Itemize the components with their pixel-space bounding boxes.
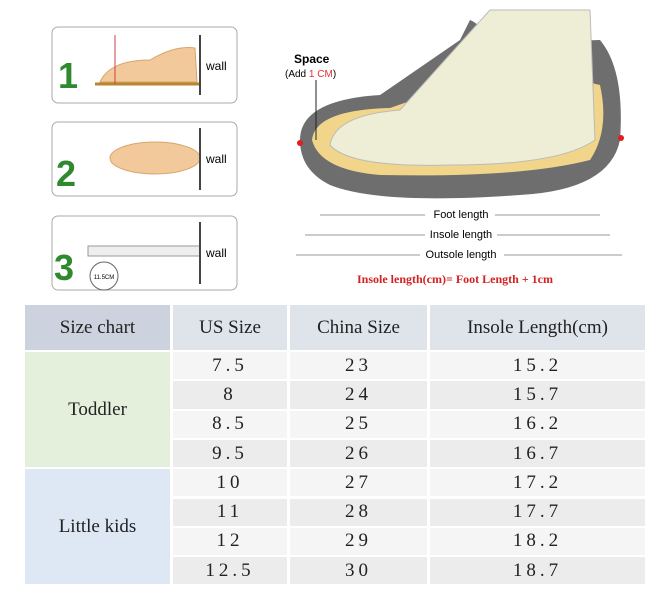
data-cell: 24 bbox=[290, 381, 427, 409]
magnifier bbox=[89, 261, 119, 291]
data-cell: 27 bbox=[290, 469, 427, 497]
wall-label: wall bbox=[205, 246, 227, 260]
data-cell: 17.7 bbox=[430, 498, 645, 526]
data-cell: 11 bbox=[173, 498, 287, 526]
group-cell: Little kids bbox=[25, 469, 170, 585]
data-cell: 23 bbox=[290, 352, 427, 380]
data-cell: 17.2 bbox=[430, 469, 645, 497]
header-cell: Size chart bbox=[25, 305, 170, 350]
label-bg bbox=[420, 247, 504, 262]
data-cell: 26 bbox=[290, 439, 427, 468]
wall-label: wall bbox=[205, 59, 227, 73]
illustration: 1 wall 2 wall 3 wall 11.5CM Space (Add 1… bbox=[51, 9, 624, 291]
data-cell: 12.5 bbox=[173, 557, 287, 585]
foot bbox=[99, 47, 198, 83]
add-label: (Add 1 CM) bbox=[285, 69, 336, 80]
ruler bbox=[87, 245, 201, 257]
data-cell: 8.5 bbox=[173, 410, 287, 438]
dot bbox=[297, 140, 303, 146]
measure-label: 11.5CM bbox=[94, 275, 115, 281]
data-cell: 16.7 bbox=[430, 439, 645, 468]
data-cell: 18.7 bbox=[430, 557, 645, 585]
data-cell: 28 bbox=[290, 498, 427, 526]
insole-length: Insole length bbox=[430, 229, 492, 241]
label-bg bbox=[425, 227, 497, 242]
data-cell: 12 bbox=[173, 527, 287, 556]
data-cell: 15.2 bbox=[430, 352, 645, 380]
wall-label: wall bbox=[205, 152, 227, 166]
formula: Insole length(cm)= Foot Length + 1cm bbox=[357, 272, 553, 286]
add-suffix: ) bbox=[333, 69, 336, 80]
add-prefix: (Add bbox=[285, 69, 309, 80]
group-cell: Toddler bbox=[25, 352, 170, 468]
data-cell: 29 bbox=[290, 527, 427, 556]
dot bbox=[618, 135, 624, 141]
data-cell: 30 bbox=[290, 557, 427, 585]
foot-length: Foot length bbox=[433, 209, 488, 221]
add-value: 1 CM bbox=[309, 69, 333, 80]
space-label: Space bbox=[294, 52, 330, 66]
label-bg bbox=[425, 207, 495, 222]
step-number: 2 bbox=[56, 153, 76, 194]
header-cell: US Size bbox=[173, 305, 287, 350]
data-cell: 9.5 bbox=[173, 439, 287, 468]
header-cell: China Size bbox=[290, 305, 427, 350]
data-cell: 7.5 bbox=[173, 352, 287, 380]
outsole-length: Outsole length bbox=[426, 249, 497, 261]
data-cell: 15.7 bbox=[430, 381, 645, 409]
header-cell: Insole Length(cm) bbox=[430, 305, 645, 350]
data-cell: 18.2 bbox=[430, 527, 645, 556]
foot bbox=[329, 9, 596, 166]
data-cell: 25 bbox=[290, 410, 427, 438]
data-cell: 10 bbox=[173, 469, 287, 497]
step-number: 1 bbox=[58, 55, 78, 96]
foot bbox=[109, 141, 201, 175]
data-cell: 16.2 bbox=[430, 410, 645, 438]
data-cell: 8 bbox=[173, 381, 287, 409]
step-number: 3 bbox=[54, 247, 74, 288]
